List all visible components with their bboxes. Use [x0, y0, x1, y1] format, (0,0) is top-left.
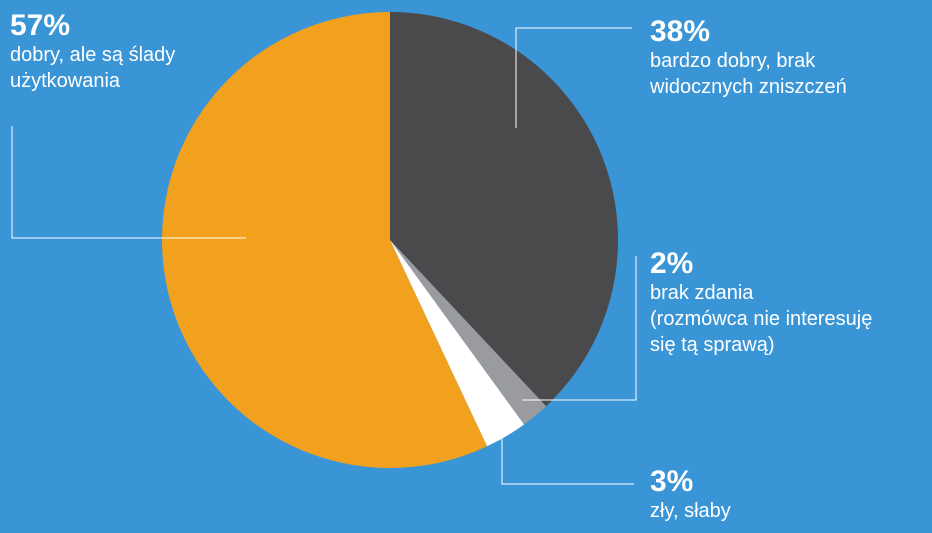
label-no-opinion-text: brak zdania (rozmówca nie interesuję się… — [650, 282, 873, 356]
slice-no-opinion — [390, 240, 547, 425]
leader-line-very-good — [515, 27, 632, 128]
label-good-text: dobry, ale są ślady użytkowania — [10, 44, 176, 92]
label-no-opinion-percent: 2% — [650, 247, 694, 280]
label-good-percent: 57% — [10, 9, 71, 42]
label-poor: 3% zły, słaby — [650, 466, 731, 524]
leader-line-poor — [501, 432, 634, 485]
label-poor-text: zły, słaby — [650, 500, 731, 522]
label-no-opinion: 2% brak zdania (rozmówca nie interesuję … — [650, 248, 872, 358]
slice-very-good — [390, 12, 618, 407]
label-poor-percent: 3% — [650, 465, 694, 498]
slice-good — [161, 12, 488, 468]
leader-line-no-opinion — [522, 256, 637, 401]
slice-poor — [390, 240, 525, 447]
label-very-good-text: bardzo dobry, brak widocznych zniszczeń — [650, 50, 847, 98]
label-very-good: 38% bardzo dobry, brak widocznych zniszc… — [650, 16, 847, 100]
leader-line-good — [11, 126, 246, 239]
label-good: 57% dobry, ale są ślady użytkowania — [10, 10, 175, 94]
label-very-good-percent: 38% — [650, 15, 711, 48]
